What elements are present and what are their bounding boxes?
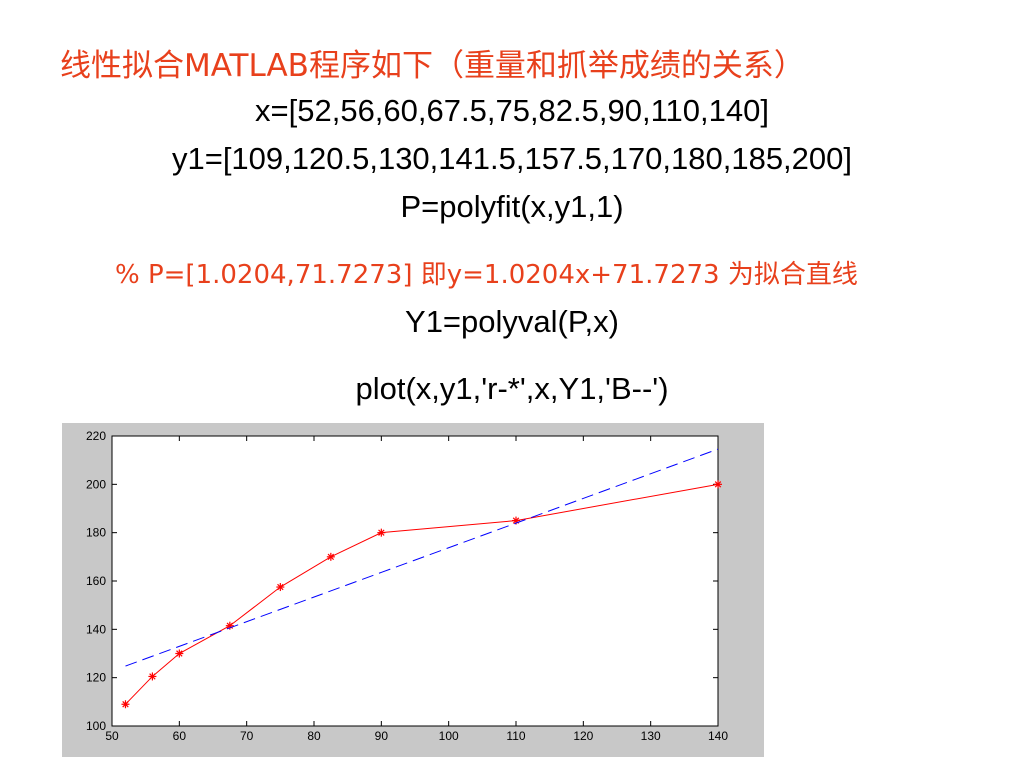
line-chart: 50 60 70 80 90 100 110 120 130 140 100 120 140 160 180… (86, 429, 728, 743)
y-tick-label: 140 (86, 622, 106, 636)
x-tick-label: 120 (573, 729, 593, 743)
y-tick-label: 120 (86, 671, 106, 685)
y-tick-label: 160 (86, 574, 106, 588)
data-point-marker (326, 552, 335, 561)
x-tick-label: 80 (307, 729, 321, 743)
data-point-marker (148, 672, 157, 681)
data-point-marker (121, 700, 130, 709)
data-point-marker (276, 583, 285, 592)
code-line-plot: plot(x,y1,'r-*',x,Y1,'B--') (355, 371, 669, 406)
x-tick-label: 100 (439, 729, 459, 743)
x-tick-label: 60 (173, 729, 187, 743)
matlab-figure: 50 60 70 80 90 100 110 120 130 140 100 120 140 160 180… (62, 423, 764, 757)
fit-series-line (125, 448, 719, 667)
y-tick-label: 100 (86, 719, 106, 733)
code-line-x: x=[52,56,60,67.5,75,82.5,90,110,140] (255, 93, 769, 128)
x-tick-label: 110 (506, 729, 525, 743)
data-point-marker (377, 528, 386, 537)
code-comment-fit-result: % P=[1.0204,71.7273] 即y=1.0204x+71.7273 … (115, 260, 858, 290)
y-tick-label: 220 (86, 429, 106, 443)
code-line-y1: y1=[109,120.5,130,141.5,157.5,170,180,18… (171, 141, 853, 176)
slide-title: 线性拟合MATLAB程序如下（重量和抓举成绩的关系） (60, 48, 805, 84)
x-tick-label: 90 (375, 729, 389, 743)
plot-area (111, 435, 719, 727)
x-tick-label: 130 (641, 729, 661, 743)
y-tick-label: 180 (86, 526, 106, 540)
x-tick-label: 70 (240, 729, 254, 743)
data-point-marker (714, 480, 722, 489)
x-tick-label: 140 (708, 729, 728, 743)
x-tick-label: 50 (105, 729, 119, 743)
data-point-marker (175, 649, 184, 658)
y-tick-label: 200 (86, 477, 106, 491)
code-line-polyfit: P=polyfit(x,y1,1) (400, 189, 624, 224)
code-line-polyval: Y1=polyval(P,x) (405, 304, 619, 339)
